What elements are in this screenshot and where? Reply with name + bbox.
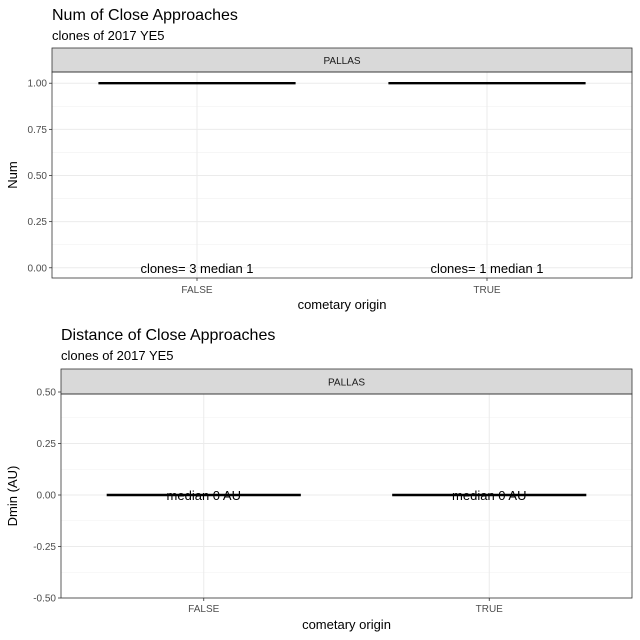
- chart-subtitle: clones of 2017 YE5: [61, 348, 174, 363]
- x-axis-title: cometary origin: [298, 297, 387, 312]
- y-tick-label: -0.25: [33, 542, 56, 553]
- annotation-label: median 0 AU: [167, 488, 241, 503]
- y-tick-label: 0.75: [28, 125, 48, 136]
- y-axis-title: Num: [5, 161, 20, 188]
- annotation-label: clones= 3 median 1: [140, 261, 253, 276]
- chart-title: Num of Close Approaches: [52, 7, 238, 24]
- y-tick-label: 0.25: [28, 217, 48, 228]
- panel-border: [60, 393, 633, 599]
- y-tick-label: 1.00: [28, 79, 48, 90]
- chart-title: Distance of Close Approaches: [61, 327, 275, 344]
- chart-panel-2: Distance of Close Approaches clones of 20…: [5, 327, 633, 632]
- facet-strip: [51, 47, 633, 73]
- x-tick-label: FALSE: [181, 285, 212, 296]
- y-tick-label: 0.50: [37, 388, 57, 399]
- y-tick-label: -0.50: [33, 594, 56, 605]
- panel-border: [51, 71, 633, 279]
- facet-strip-label: PALLAS: [323, 56, 360, 67]
- annotation-label: median 0 AU: [452, 488, 526, 503]
- chart-subtitle: clones of 2017 YE5: [52, 28, 165, 43]
- x-tick-label: FALSE: [188, 604, 219, 615]
- y-axis-title: Dmin (AU): [5, 466, 20, 527]
- chart-panel-1: Num of Close Approaches clones of 2017 YE…: [5, 7, 633, 312]
- x-tick-label: TRUE: [473, 285, 501, 296]
- x-tick-label: TRUE: [476, 604, 504, 615]
- x-axis-title: cometary origin: [302, 617, 391, 632]
- facet-strip-label: PALLAS: [328, 378, 365, 389]
- y-tick-label: 0.25: [37, 439, 57, 450]
- annotation-label: clones= 1 median 1: [430, 261, 543, 276]
- y-tick-label: 0.50: [28, 171, 48, 182]
- y-tick-label: 0.00: [28, 263, 48, 274]
- y-tick-label: 0.00: [37, 491, 57, 502]
